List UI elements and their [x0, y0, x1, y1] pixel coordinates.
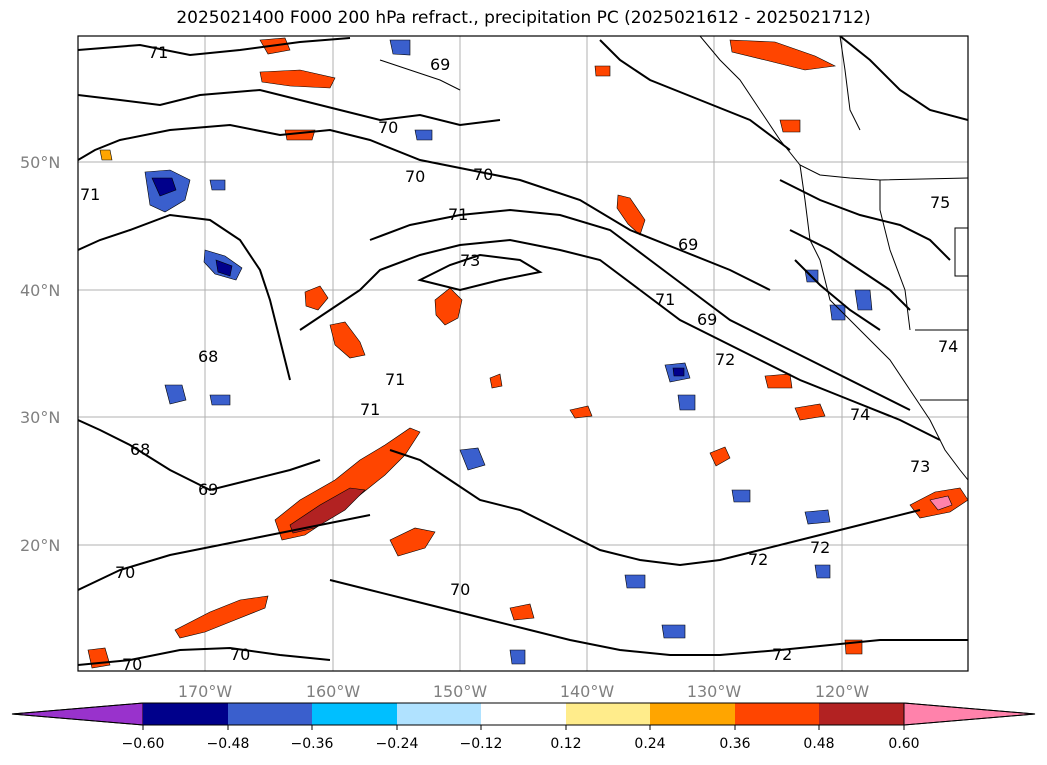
colorbar-bin: [566, 703, 650, 725]
graticule: [78, 36, 968, 671]
contour-label: 73: [910, 457, 930, 476]
contour-label: 70: [115, 563, 135, 582]
contour-label: 75: [930, 193, 950, 212]
lon-label: 150°W: [433, 682, 488, 701]
lon-label: 160°W: [306, 682, 361, 701]
colorbar-extend-low: [11, 702, 144, 726]
colorbar-tick-label: −0.36: [291, 736, 334, 752]
contour-label: 70: [405, 167, 425, 186]
contour-label: 72: [748, 550, 768, 569]
contour-label: 71: [360, 400, 380, 419]
colorbar-tick-label: 0.60: [888, 736, 919, 752]
contour-label: 74: [850, 405, 870, 424]
lat-labels: 50°N 40°N 30°N 20°N: [20, 153, 60, 555]
contour-label: 73: [460, 251, 480, 270]
colorbar-bin: [312, 703, 397, 725]
colorbar-bin: [228, 703, 312, 725]
contour-label: 69: [678, 235, 698, 254]
colorbar-tick-label: 0.48: [803, 736, 834, 752]
contour-label: 71: [148, 43, 168, 62]
colorbar-bin: [397, 703, 481, 725]
colorbar-tick-label: 0.36: [719, 736, 750, 752]
contour-label: 69: [697, 310, 717, 329]
contour-label: 72: [810, 538, 830, 557]
coastlines: [379, 36, 968, 481]
colorbar-bin: [481, 703, 566, 725]
contour-label: 69: [198, 480, 218, 499]
refractivity-contours: [78, 36, 968, 666]
contour-label: 68: [130, 440, 150, 459]
colorbar-tick-label: −0.24: [376, 736, 419, 752]
colorbar-bin: [650, 703, 735, 725]
colorbar-extend-high: [903, 702, 1036, 726]
contour-label: 68: [198, 347, 218, 366]
contour-labels: 71 69 70 70 70 71 73 69 69 71 72 68 71 7…: [80, 43, 958, 674]
contour-label: 71: [80, 185, 100, 204]
lat-label: 20°N: [20, 536, 60, 555]
colorbar-tick-label: −0.60: [122, 736, 165, 752]
lat-label: 40°N: [20, 281, 60, 300]
colorbar-bin: [143, 703, 228, 725]
precip-negative-regions: [144, 39, 873, 665]
colorbar-tick-label: −0.12: [460, 736, 503, 752]
colorbar-tick-label: −0.48: [207, 736, 250, 752]
contour-label: 70: [450, 580, 470, 599]
contour-label: 70: [122, 655, 142, 674]
contour-label: 70: [230, 645, 250, 664]
lon-label: 170°W: [178, 682, 233, 701]
contour-label: 72: [772, 645, 792, 664]
contour-label: 71: [385, 370, 405, 389]
contour-label: 71: [448, 205, 468, 224]
lon-label: 120°W: [815, 682, 870, 701]
contour-label: 70: [473, 165, 493, 184]
map-title: 2025021400 F000 200 hPa refract., precip…: [176, 8, 871, 28]
colorbar-bin: [735, 703, 819, 725]
lat-label: 50°N: [20, 153, 60, 172]
colorbar-tick-label: 0.24: [634, 736, 665, 752]
colorbar: −0.60 −0.48 −0.36 −0.24 −0.12 0.12 0.24 …: [11, 702, 1036, 752]
contour-label: 72: [715, 350, 735, 369]
lat-label: 30°N: [20, 408, 60, 427]
colorbar-bin: [819, 703, 904, 725]
lon-label: 140°W: [560, 682, 615, 701]
contour-label: 69: [430, 55, 450, 74]
lon-labels: 170°W 160°W 150°W 140°W 130°W 120°W: [178, 682, 870, 701]
map-border: [77, 35, 969, 672]
contour-label: 71: [655, 290, 675, 309]
contour-label: 74: [938, 337, 958, 356]
lon-label: 130°W: [687, 682, 742, 701]
colorbar-tick-label: 0.12: [550, 736, 581, 752]
contour-label: 70: [378, 118, 398, 137]
